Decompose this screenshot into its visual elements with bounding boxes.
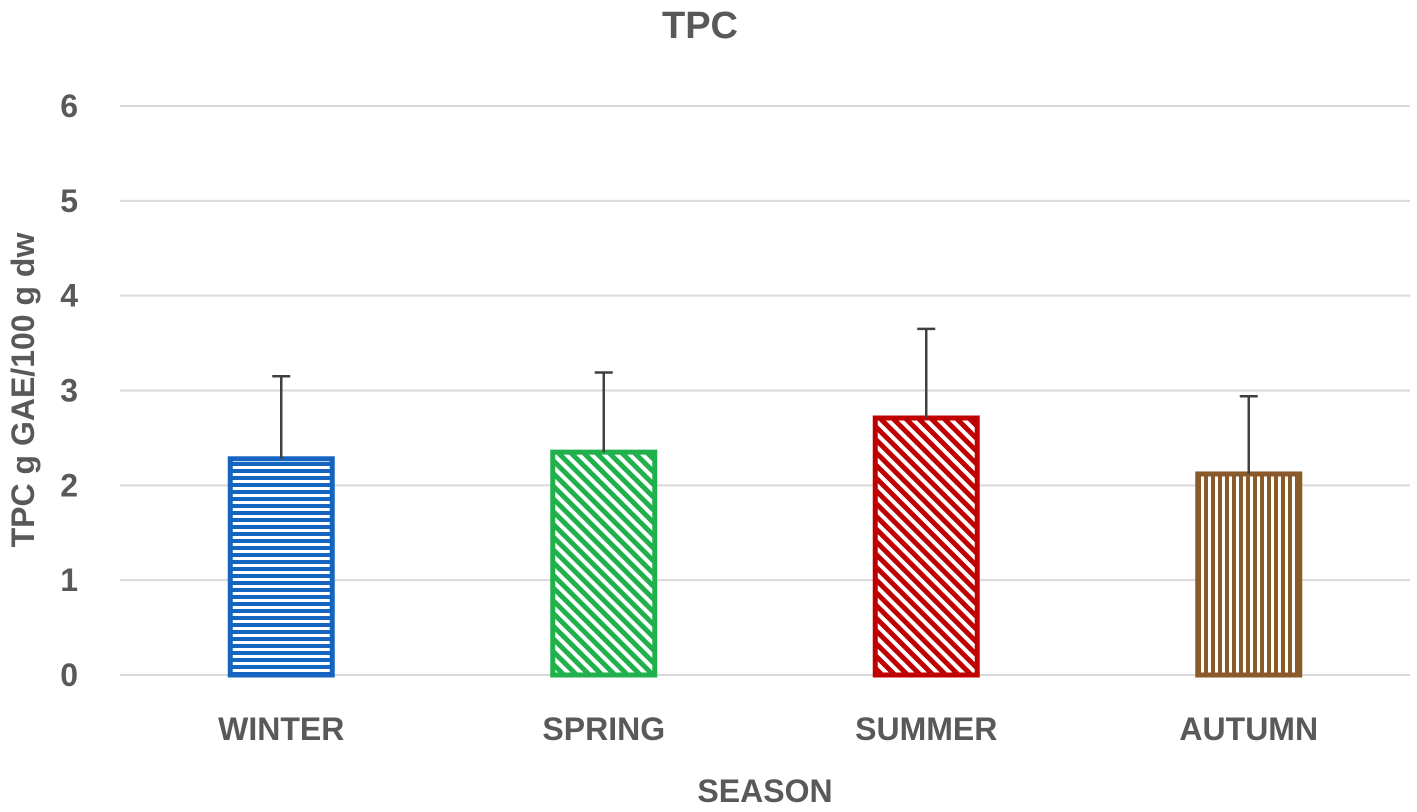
- bar-winter: [227, 456, 335, 678]
- gridlines: [120, 105, 1410, 676]
- chart-title: TPC: [662, 5, 738, 47]
- x-axis-title: SEASON: [697, 773, 832, 809]
- x-category-label: WINTER: [218, 711, 344, 747]
- y-tick-label: 3: [60, 373, 78, 409]
- bar-spring: [550, 449, 658, 678]
- x-category-label: SPRING: [542, 711, 665, 747]
- y-tick-label: 2: [60, 467, 78, 503]
- y-tick-label: 4: [60, 278, 78, 314]
- y-tick-label: 5: [60, 183, 78, 219]
- bars: [227, 415, 1303, 678]
- error-bars: [272, 327, 1258, 474]
- y-axis-ticks: 0 1 2 3 4 5 6: [60, 88, 78, 693]
- y-tick-label: 6: [60, 88, 78, 124]
- y-axis-title: TPC g GAE/100 g dw: [5, 233, 41, 548]
- y-tick-label: 1: [60, 562, 78, 598]
- x-category-label: SUMMER: [855, 711, 997, 747]
- bar-summer: [872, 415, 980, 678]
- x-category-label: AUTUMN: [1179, 711, 1318, 747]
- bar-autumn: [1195, 471, 1303, 678]
- x-axis-categories: WINTER SPRING SUMMER AUTUMN: [218, 711, 1318, 747]
- y-tick-label: 0: [60, 657, 78, 693]
